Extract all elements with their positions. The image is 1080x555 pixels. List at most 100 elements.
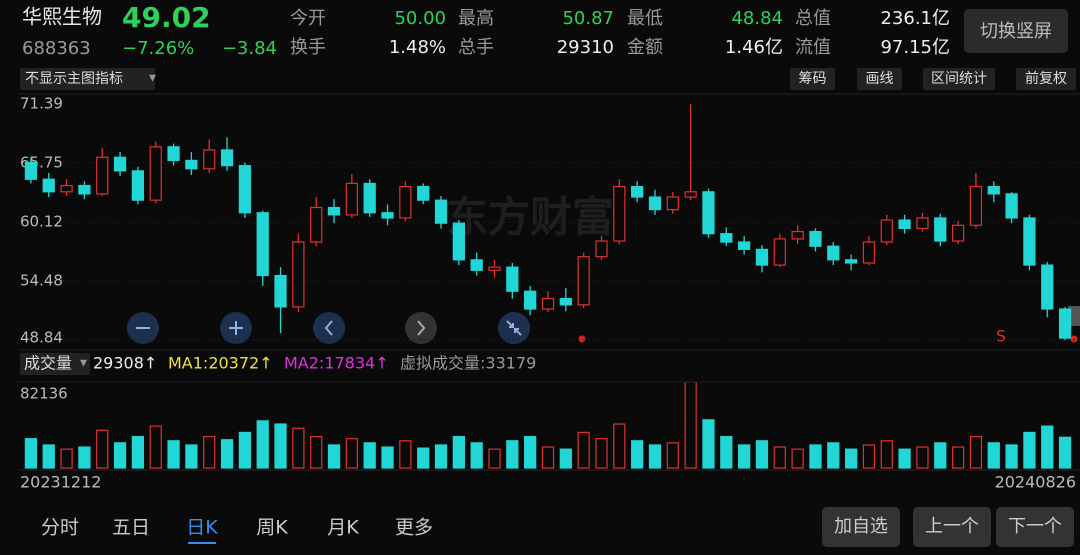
candle-body	[809, 230, 822, 247]
volume-bar	[844, 448, 858, 469]
volume-bar	[1058, 436, 1072, 469]
candle-body	[1005, 193, 1018, 219]
volume-bar	[773, 446, 786, 469]
marker-dot	[578, 335, 586, 343]
candle-body	[345, 182, 358, 216]
candle-body	[720, 233, 733, 243]
volume-bar	[274, 423, 287, 469]
ma1: MA1:20372↑	[168, 354, 273, 373]
nav-button[interactable]	[822, 507, 900, 547]
candle-body	[292, 241, 305, 308]
scroll-right[interactable]	[405, 312, 437, 344]
nav-tab[interactable]: 日K	[186, 517, 218, 539]
candle-body	[488, 266, 501, 271]
nav-tab[interactable]: 周K	[256, 517, 288, 539]
candle-body	[684, 191, 697, 198]
nav-button-label: 下一个	[1008, 516, 1062, 537]
end-date: 20240826	[995, 473, 1076, 492]
volume-bar	[78, 446, 91, 469]
volume-bar	[862, 444, 876, 469]
volume-bar	[24, 438, 38, 469]
candle-body	[185, 159, 198, 170]
volume-bar	[310, 435, 323, 469]
candle-body	[310, 206, 323, 243]
volume-bar	[327, 444, 341, 469]
candle-body	[702, 191, 715, 235]
rotate-button[interactable]	[964, 9, 1068, 53]
stat-label: 金额	[627, 37, 663, 58]
volume-bar	[42, 444, 55, 469]
nav-button[interactable]	[996, 507, 1074, 547]
volume-bar	[292, 427, 305, 469]
volume-bar	[1041, 425, 1054, 469]
volume-bar	[702, 419, 715, 469]
toolbar-button[interactable]	[857, 68, 902, 90]
volume-bar	[934, 442, 947, 469]
volume-bar	[595, 438, 608, 469]
candle-body	[381, 212, 394, 219]
toolbar-button[interactable]	[1016, 68, 1076, 90]
toolbar-button-label: 画线	[866, 71, 894, 87]
candle-body	[399, 185, 412, 219]
volume-bar	[488, 448, 501, 469]
volume-bar	[666, 442, 679, 469]
nav-tab[interactable]: 更多	[395, 517, 433, 539]
change-pct: −7.26%	[122, 38, 194, 59]
volume-bar	[506, 440, 519, 469]
volume-bar	[131, 435, 145, 469]
stat-label: 总值	[795, 8, 831, 29]
candle-body	[60, 184, 73, 193]
stat-value: 29310	[557, 37, 614, 58]
dropdown-arrow: ▼	[149, 74, 156, 84]
volume-bar	[755, 440, 769, 469]
scroll-left[interactable]	[313, 312, 345, 344]
volume-select[interactable]	[20, 353, 90, 375]
volume-bar	[470, 442, 483, 469]
candle-body	[791, 230, 804, 240]
candle-body	[595, 240, 608, 258]
volume-bar	[738, 444, 751, 469]
volume-tick-label: 82136	[20, 385, 68, 403]
volume-bar	[434, 444, 448, 469]
stat-label: 流值	[795, 37, 831, 58]
volume-bar	[524, 435, 537, 469]
signal-label: S	[996, 327, 1006, 346]
indicator-select[interactable]	[20, 68, 155, 90]
stat-label: 换手	[290, 37, 326, 58]
nav-button-label: 加自选	[834, 516, 888, 537]
change: −3.84	[222, 38, 277, 59]
volume-bar	[987, 442, 1000, 469]
candle-body	[417, 185, 430, 201]
ma2: MA2:17834↑	[284, 354, 389, 373]
candle-body	[916, 217, 929, 230]
candle-body	[987, 185, 1000, 195]
nav-tab[interactable]: 分时	[41, 517, 79, 539]
nav-tab[interactable]: 五日	[112, 517, 150, 539]
indicator-label: 不显示主图指标	[25, 71, 123, 87]
toolbar-button[interactable]	[790, 68, 835, 90]
nav-tab[interactable]: 月K	[327, 517, 359, 539]
candle-body	[363, 182, 376, 214]
volume-bar	[60, 448, 73, 469]
volume-bar	[827, 442, 840, 469]
candle-body	[167, 146, 180, 162]
candle-body	[631, 185, 644, 198]
nav-button[interactable]	[913, 507, 991, 547]
stat-value: 50.87	[562, 8, 614, 29]
stat-label: 今开	[290, 8, 326, 29]
volume-bar	[1023, 431, 1036, 469]
candle-body	[559, 297, 572, 306]
collapse[interactable]	[498, 312, 530, 344]
toolbar-button-label: 筹码	[799, 70, 827, 87]
candle-body	[470, 259, 483, 271]
candle-body	[274, 274, 287, 308]
candle-body	[238, 165, 252, 214]
stock-name: 华熙生物	[22, 5, 102, 29]
y-tick-label: 54.48	[20, 271, 63, 289]
toolbar-button[interactable]	[923, 68, 995, 90]
stat-label: 最低	[627, 8, 663, 29]
volume-bar	[185, 444, 198, 469]
candle-body	[434, 199, 448, 224]
candle-body	[42, 178, 55, 193]
